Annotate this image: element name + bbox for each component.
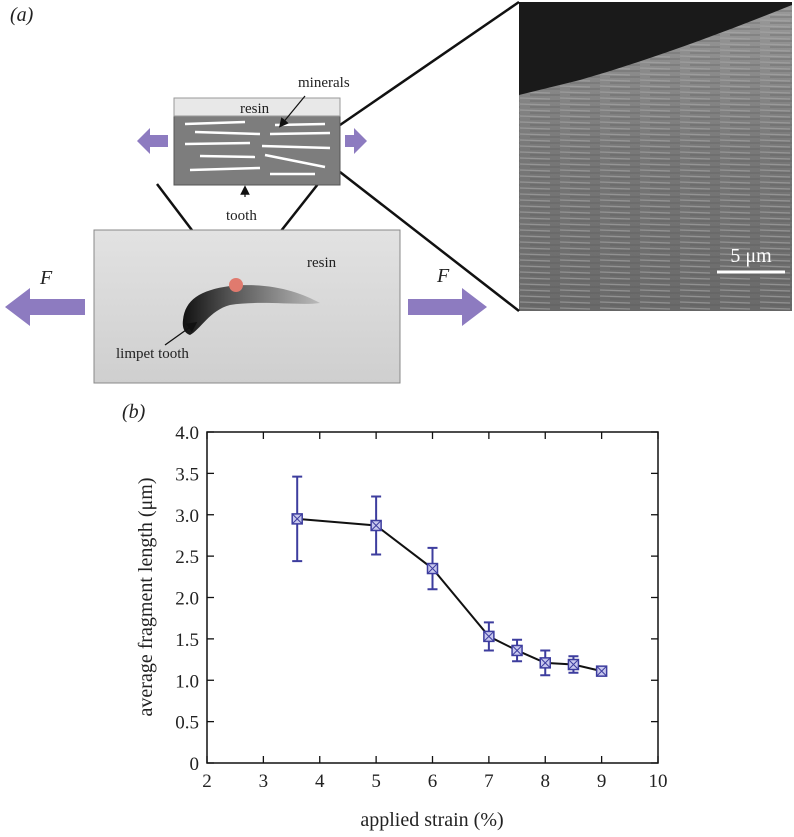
x-tick-label: 2 — [202, 771, 212, 792]
data-line — [297, 517, 602, 673]
marker-hatch — [483, 631, 495, 642]
y-tick-label: 2.5 — [175, 547, 199, 568]
tooth-label: tooth — [226, 208, 257, 224]
marker-hatch — [596, 665, 607, 677]
y-axis-label: average fragment length (μm) — [135, 478, 157, 717]
marker-hatch — [427, 563, 438, 574]
x-tick-label: 4 — [315, 771, 325, 792]
x-tick-label: 7 — [484, 771, 494, 792]
plot-frame — [206, 431, 659, 764]
x-tick-label: 9 — [597, 771, 607, 792]
x-tick-label: 5 — [371, 771, 381, 792]
panel-label: (b) — [122, 401, 146, 423]
arrows — [5, 128, 487, 326]
marker-hatch — [511, 645, 523, 656]
x-tick-label: 8 — [541, 771, 551, 792]
force-label: F — [436, 265, 450, 287]
x-tick-label: 6 — [428, 771, 438, 792]
x-tick-label: 3 — [259, 771, 269, 792]
y-tick-label: 0.5 — [175, 713, 199, 734]
force-label: F — [39, 267, 53, 289]
y-tick-label: 2.0 — [175, 589, 199, 610]
y-tick-label: 1.5 — [175, 630, 199, 651]
x-axis-label: applied strain (%) — [360, 809, 503, 831]
marker-hatch — [370, 520, 382, 531]
y-tick-label: 3.0 — [175, 506, 199, 527]
x-tick-label: 10 — [649, 771, 668, 792]
resin-label: resin — [307, 255, 337, 271]
specimen-box — [93, 229, 401, 384]
y-tick-label: 1.0 — [175, 671, 199, 692]
minerals-label: minerals — [298, 75, 350, 91]
y-tick-label: 4.0 — [175, 423, 199, 444]
scale-bar-label: 5 μm — [730, 245, 772, 267]
marker-hatch — [291, 513, 303, 525]
marker-hatch — [539, 657, 551, 669]
small-box — [173, 95, 341, 197]
limpet-tooth-label: limpet tooth — [116, 346, 189, 362]
micrograph — [519, 2, 792, 311]
resin-label: resin — [240, 101, 270, 117]
y-tick-label: 3.5 — [175, 464, 199, 485]
panel-label: (a) — [10, 4, 34, 26]
y-tick-label: 0 — [190, 754, 200, 775]
marker-hatch — [568, 659, 579, 670]
